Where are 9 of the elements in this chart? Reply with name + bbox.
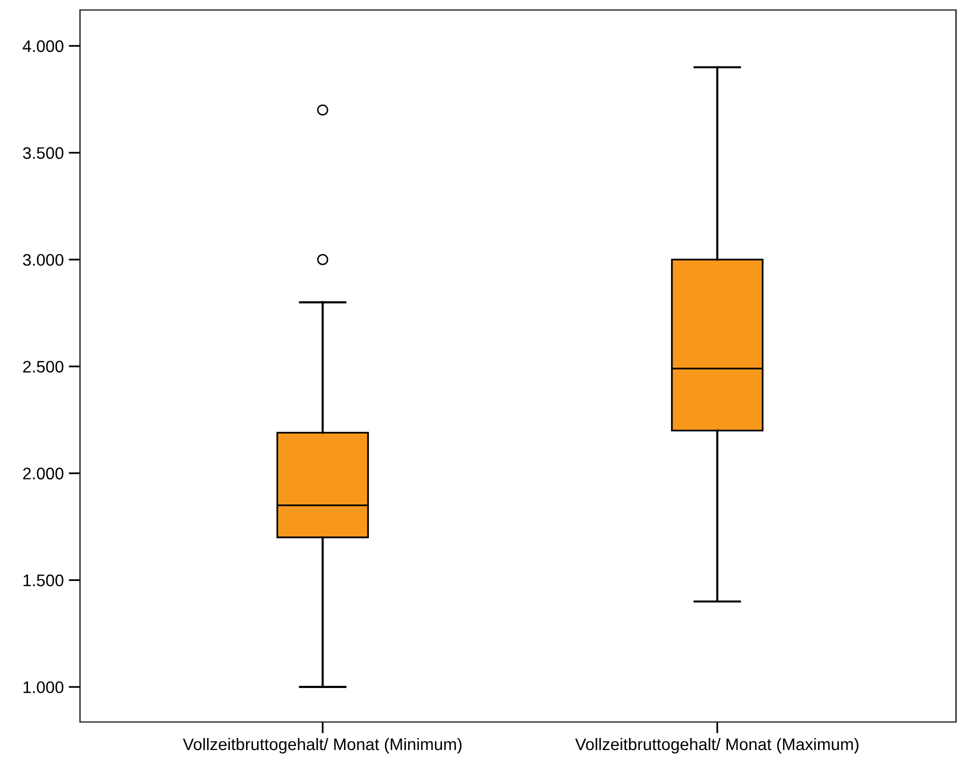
y-tick-label: 4.000 [22,40,64,52]
y-tick-label: 2.500 [23,360,64,373]
y-tick-label: 2.000 [23,468,64,480]
x-tick-label: Vollzeitbruttogehalt/ Monat (Maximum) [575,738,858,754]
y-tick-label: 3.000 [22,254,64,266]
x-tick-label: Vollzeitbruttogehalt/ Monat (Minimum) [182,738,462,754]
y-tick-label: 1.500 [24,574,64,586]
y-tick-label: 3.500 [22,147,64,159]
y-tick-label: 1.000 [24,681,64,694]
